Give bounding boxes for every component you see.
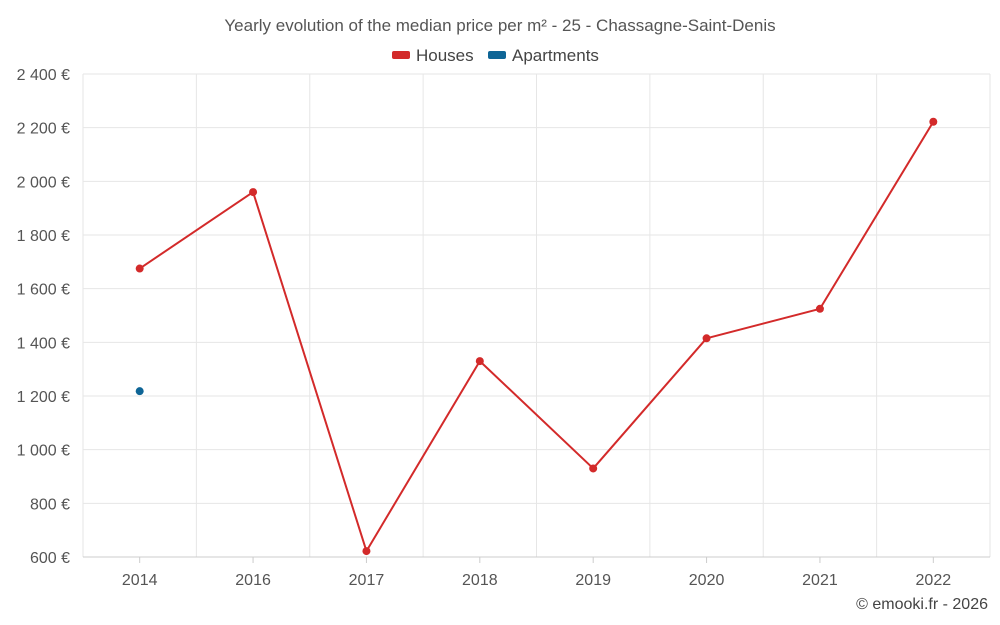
x-tick-label: 2021 [802,572,838,589]
x-tick-label: 2014 [122,572,158,589]
data-point-houses[interactable] [589,464,598,473]
y-tick-label: 2 400 € [17,67,70,84]
legend-label-houses: Houses [416,46,474,65]
x-tick-label: 2022 [916,572,952,589]
data-point-houses[interactable] [702,334,711,343]
legend-swatch-apartments [488,51,506,59]
data-point-apartments[interactable] [135,387,144,396]
y-tick-label: 1 200 € [17,389,70,406]
data-point-houses[interactable] [815,304,824,313]
y-tick-label: 2 200 € [17,121,70,138]
grid [82,73,991,558]
y-tick-label: 1 000 € [17,443,70,460]
series-line-houses [139,121,935,553]
y-tick-label: 1 800 € [17,228,70,245]
y-tick-label: 2 000 € [17,174,70,191]
legend: Houses Apartments [392,46,599,65]
x-tick-label: 2019 [575,572,611,589]
x-tick-label: 2018 [462,572,498,589]
data-point-houses[interactable] [475,357,484,366]
legend-swatch-houses [392,51,410,59]
legend-item-apartments[interactable]: Apartments [488,46,599,65]
y-axis-labels: 600 € 800 € 1 000 € 1 200 € 1 400 € 1 600 € 1 … [17,67,70,567]
chart-title: Yearly evolution of the median price per… [224,16,775,35]
y-tick-label: 1 600 € [17,282,70,299]
data-point-houses[interactable] [249,188,258,197]
data-point-houses[interactable] [929,117,938,126]
x-tick-label: 2017 [349,572,385,589]
data-point-houses[interactable] [135,264,144,273]
legend-label-apartments: Apartments [512,46,599,65]
x-tick-label: 2016 [235,572,271,589]
axes [83,556,990,563]
credit-text: © emooki.fr - 2026 [856,596,988,613]
legend-item-houses[interactable]: Houses [392,46,474,65]
x-tick-label: 2020 [689,572,725,589]
y-tick-label: 600 € [30,550,70,567]
y-tick-label: 1 400 € [17,335,70,352]
x-axis-labels: 2014 2016 2017 2018 2019 2020 2021 2022 [122,572,951,589]
data-point-houses[interactable] [362,547,371,556]
y-tick-label: 800 € [30,496,70,513]
series [135,117,938,556]
